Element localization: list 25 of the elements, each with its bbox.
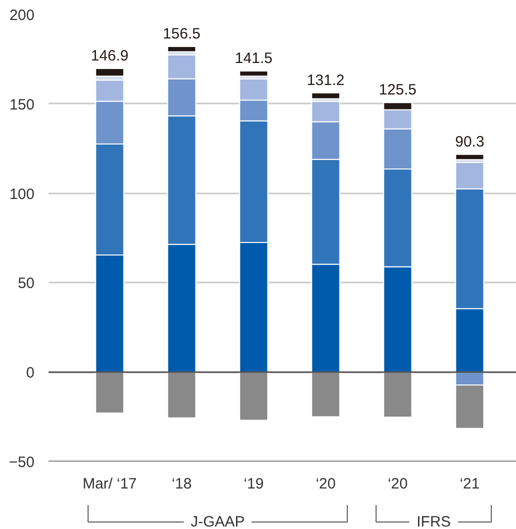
- text: J-GAAP: [190, 514, 245, 529]
- total-label: 146.9: [90, 48, 128, 64]
- y-tick-label: 50: [18, 275, 35, 292]
- total-label: 90.3: [455, 133, 484, 150]
- y-tick-label: 0: [26, 364, 34, 382]
- total-label: 141.5: [234, 50, 272, 67]
- y-tick-label: 150: [9, 96, 35, 114]
- total-label: 131.2: [306, 72, 344, 89]
- x-tick-label: ‘21: [460, 476, 480, 492]
- x-tick-label: ‘18: [172, 476, 192, 492]
- x-tick-label: ‘20: [388, 476, 408, 492]
- bar: [239, 70, 268, 77]
- y-tick-label: 100: [9, 186, 35, 203]
- total-label: 125.5: [378, 82, 416, 99]
- bar: [95, 68, 124, 77]
- text: IFRS: [416, 514, 451, 529]
- y-tick-label: −50: [9, 454, 35, 471]
- x-tick-label: Mar/ ‘17: [82, 476, 137, 492]
- bar: [455, 154, 484, 160]
- total-label: 156.5: [162, 26, 200, 43]
- x-tick-label: ‘19: [244, 476, 264, 492]
- y-tick-label: 200: [9, 7, 35, 24]
- x-tick-label: ‘20: [316, 476, 336, 492]
- bar: [167, 46, 196, 52]
- bar: [311, 92, 340, 100]
